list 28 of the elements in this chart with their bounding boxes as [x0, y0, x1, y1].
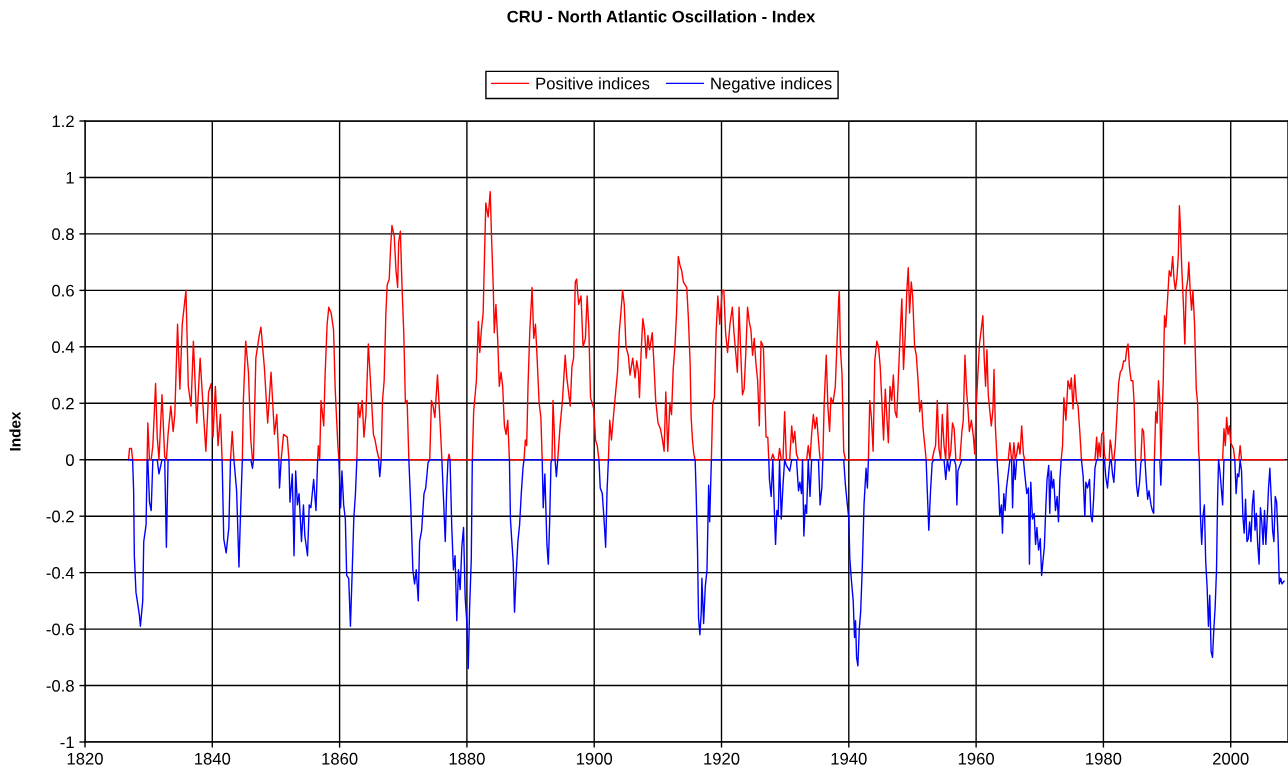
y-tick-label: -0.6: [46, 623, 74, 636]
legend-label: Positive indices: [536, 77, 650, 90]
y-tick-label: 0: [65, 454, 74, 466]
x-tick-label: 1900: [576, 752, 613, 765]
y-tick-label: -0.8: [46, 679, 74, 692]
x-tick-label: 1960: [958, 752, 994, 765]
x-tick-label: 1880: [449, 752, 485, 765]
x-tick-label: 1860: [322, 752, 358, 765]
x-tick-label: 1940: [831, 752, 867, 765]
y-tick-label: 0.6: [52, 284, 74, 297]
line-series: [127, 190, 1285, 461]
x-tick-label: 2000: [1213, 752, 1249, 765]
y-tick-label: 1: [66, 172, 74, 184]
line-series: [127, 459, 1285, 670]
y-tick-label: 0.4: [52, 341, 75, 354]
x-tick-label: 1820: [67, 752, 103, 765]
x-tick-label: 1840: [195, 752, 231, 765]
y-tick-label: -1: [60, 736, 74, 749]
chart-title: CRU - North Atlantic Oscillation - Index: [507, 10, 816, 23]
x-tick-label: 1980: [1086, 752, 1122, 765]
y-tick-label: 0.8: [52, 228, 74, 241]
legend-label: Negative indices: [711, 77, 832, 93]
y-tick-label: -0.4: [46, 567, 75, 579]
y-tick-label: 1.2: [52, 115, 74, 128]
y-tick-label: 0.2: [52, 397, 74, 410]
y-axis-title: Index: [9, 411, 21, 451]
x-tick-label: 1920: [704, 752, 740, 765]
y-tick-label: -0.2: [46, 510, 74, 523]
